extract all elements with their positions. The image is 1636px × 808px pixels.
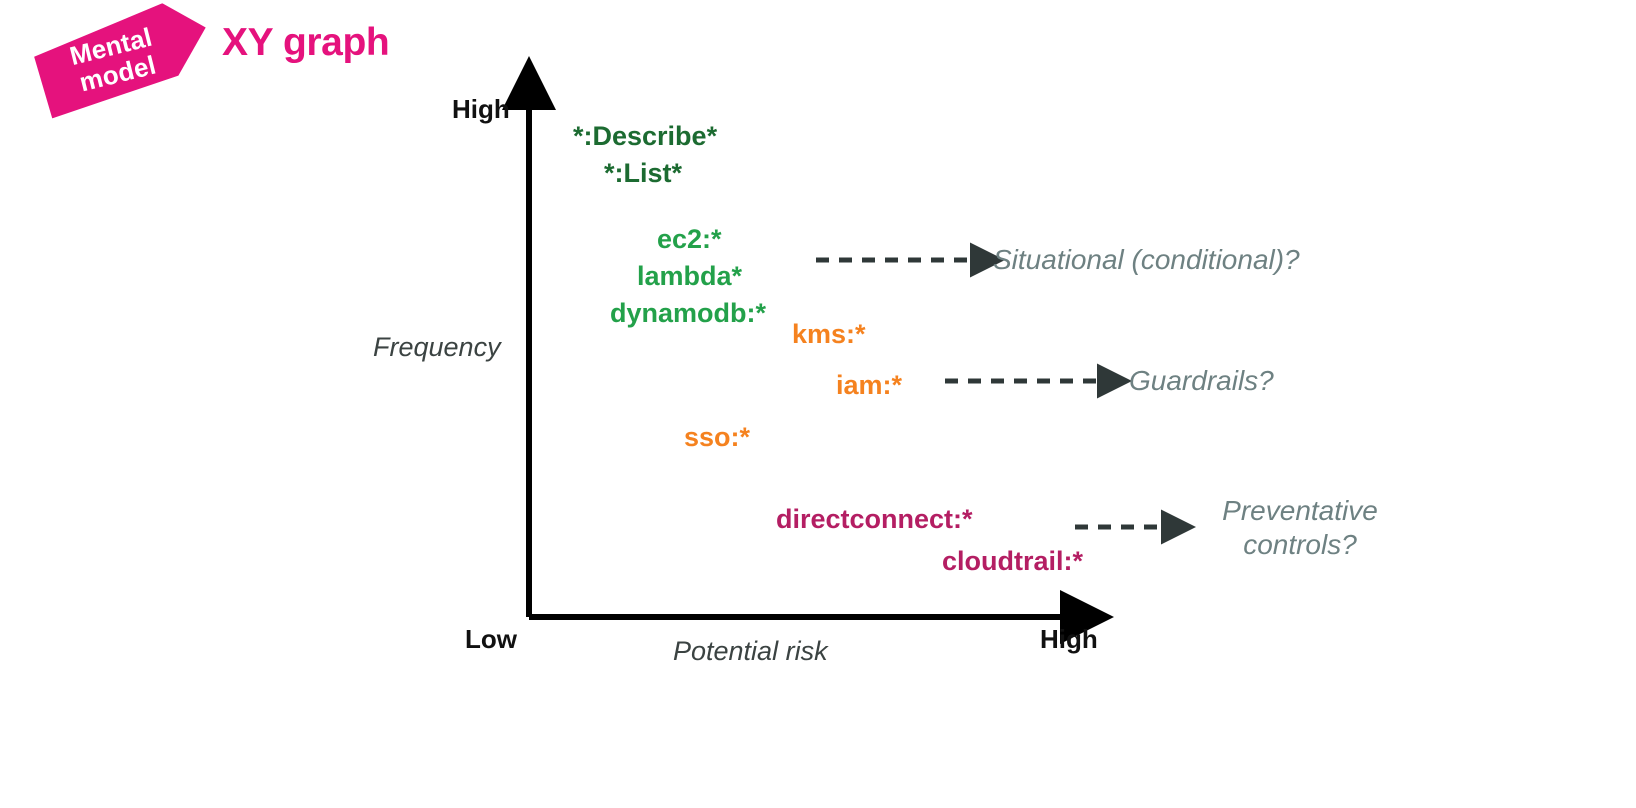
y-axis-label: Frequency — [373, 332, 501, 362]
data-point-list: *:List* — [604, 158, 683, 188]
annotation-situational: Situational (conditional)? — [993, 244, 1300, 275]
data-point-describe: *:Describe* — [573, 121, 718, 151]
mental-model-badge: Mental model — [27, 0, 217, 120]
data-point-sso: sso:* — [684, 422, 751, 452]
data-point-ec2: ec2:* — [657, 224, 722, 254]
data-point-dynamodb: dynamodb:* — [610, 298, 767, 328]
page-title: XY graph — [222, 21, 390, 64]
pennant-arrow-shape-icon — [34, 3, 206, 119]
data-point-directconnect: directconnect:* — [776, 504, 973, 534]
data-point-kms: kms:* — [792, 319, 866, 349]
x-axis-label: Potential risk — [673, 636, 828, 666]
data-point-cloudtrail: cloudtrail:* — [942, 546, 1084, 576]
x-axis-tick-low: Low — [465, 624, 517, 654]
x-axis-tick-high: High — [1040, 624, 1098, 654]
y-axis-tick-high: High — [452, 94, 510, 124]
data-point-lambda: lambda* — [637, 261, 743, 291]
annotation-preventative: Preventative controls? — [1185, 494, 1415, 561]
annotation-preventative-line-2: controls? — [1243, 528, 1357, 560]
annotation-preventative-line-1: Preventative — [1222, 495, 1378, 526]
data-point-iam: iam:* — [836, 370, 903, 400]
annotation-guardrails: Guardrails? — [1129, 365, 1274, 396]
